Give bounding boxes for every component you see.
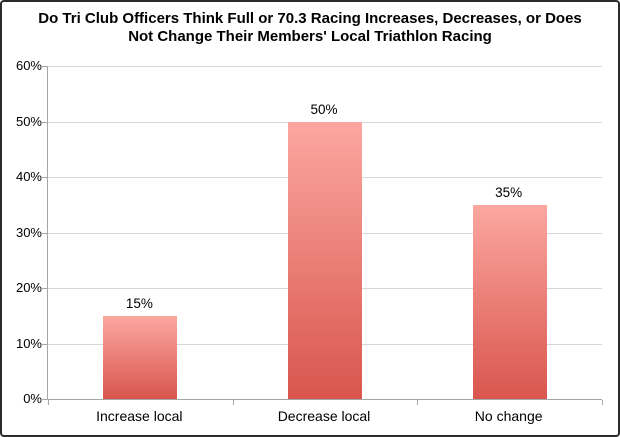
x-axis-tick [48,400,49,405]
category-label-decrease-local: Decrease local [277,408,371,424]
plot-area [42,66,603,405]
y-axis-tick [42,121,47,123]
bar-value-label-increase-local: 15% [125,295,153,311]
chart-title-line-1: Do Tri Club Officers Think Full or 70.3 … [38,10,582,27]
x-axis-tick [417,400,419,405]
bar-value-label-decrease-local: 50% [310,101,338,117]
y-axis-tick [42,232,47,234]
y-axis-tick-label: 0% [23,391,42,406]
y-axis-tick-label: 50% [15,113,42,129]
y-axis-tick [42,399,47,400]
bar-value-label-no-change: 35% [495,184,523,200]
bar-no-change [472,204,547,399]
x-axis-tick [232,400,234,405]
bar-decrease-local [288,121,362,399]
y-axis-tick-label: 10% [15,335,42,351]
y-axis-tick-label: 30% [15,224,42,240]
chart-title: Do Tri Club Officers Think Full or 70.3 … [12,10,608,46]
y-axis-tick-label: 60% [15,58,42,73]
y-axis-tick-label: 40% [15,169,42,184]
y-axis-tick [42,343,47,345]
y-axis-tick [42,66,47,67]
gridline [48,66,602,67]
chart-title-line-2: Not Change Their Members' Local Triathlo… [128,28,492,45]
y-axis-tick-label: 20% [15,280,42,295]
x-axis-tick [602,400,603,405]
category-label-no-change: No change [474,408,543,424]
bar-increase-local [103,315,178,399]
y-axis-tick [42,177,47,178]
y-axis-tick [42,288,47,289]
category-label-increase-local: Increase local [96,408,183,424]
